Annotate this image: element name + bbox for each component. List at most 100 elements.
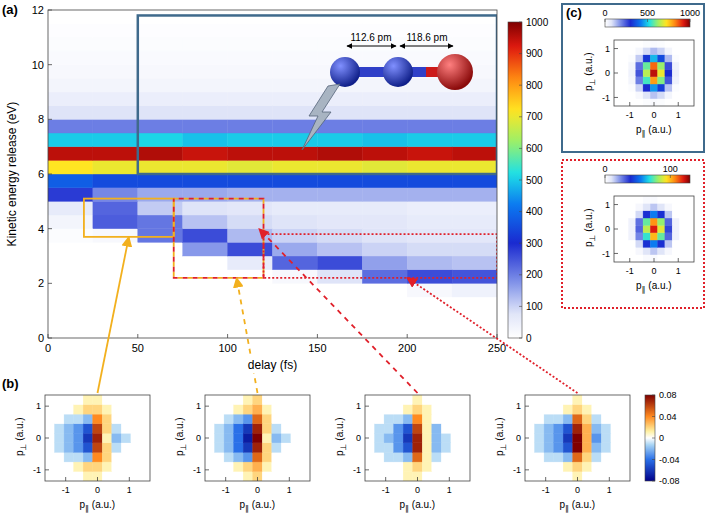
x-axis-title: p∥ (a.u.) [240, 499, 276, 513]
heat-cell [620, 462, 630, 472]
heat-cell [687, 99, 694, 106]
y-tick-label: 0 [36, 433, 41, 443]
colorbar-tick-label: 0 [602, 8, 607, 18]
heat-cell [93, 51, 138, 65]
heat-cell [83, 405, 93, 415]
heat-cell [643, 233, 650, 240]
heat-cell [121, 433, 131, 443]
heat-cell [614, 40, 621, 47]
heat-cell [243, 433, 253, 443]
heat-cell [636, 91, 643, 98]
x-tick-label: 1 [447, 485, 452, 495]
heat-cell [93, 10, 138, 24]
heat-cell [45, 443, 55, 453]
heat-cell [205, 405, 215, 415]
x-tick-label: -1 [542, 485, 550, 495]
heat-cell [138, 10, 183, 24]
heat-cell [55, 443, 65, 453]
x-tick [227, 334, 228, 338]
heat-cell [592, 424, 602, 434]
heat-cell [643, 91, 650, 98]
y-tick-label: -1 [602, 249, 610, 259]
heat-cell [138, 147, 183, 161]
heat-cell [273, 147, 318, 161]
heat-cell [620, 424, 630, 434]
heat-cell [362, 324, 407, 338]
heat-cell [317, 160, 362, 174]
colorbar-tick-label: 0 [602, 164, 607, 174]
heat-cell [621, 240, 628, 247]
x-tick-label: 100 [218, 342, 236, 354]
heat-cell [601, 462, 611, 472]
heat-cell [300, 433, 310, 443]
heat-cell [365, 424, 375, 434]
heat-cell [407, 133, 452, 147]
heat-cell [93, 147, 138, 161]
heat-cell [273, 160, 318, 174]
heat-cell [83, 452, 93, 462]
heat-cell [394, 433, 404, 443]
heat-cell [636, 55, 643, 62]
heat-cell [665, 69, 672, 76]
heat-cell [687, 240, 694, 247]
heat-cell [451, 471, 461, 481]
heat-cell [614, 196, 621, 203]
heat-cell [650, 77, 657, 84]
heat-cell [679, 69, 686, 76]
heat-cell [535, 443, 545, 453]
heat-cell [64, 424, 74, 434]
heat-cell [281, 471, 291, 481]
bond-arrow [400, 46, 453, 47]
heat-cell [629, 84, 636, 91]
heat-cell [614, 218, 621, 225]
heat-cell [273, 229, 318, 243]
heat-cell [384, 395, 394, 405]
heat-cell [102, 405, 112, 415]
x-tick-label: 1 [287, 485, 292, 495]
y-tick [614, 48, 618, 49]
plot-frame [614, 196, 694, 262]
colorbar-tick-label: 1000 [526, 17, 549, 28]
heat-cell [384, 452, 394, 462]
heat-cell [592, 471, 602, 481]
y-tick-label: 6 [38, 168, 44, 180]
heat-cell [460, 405, 470, 415]
heat-cell [112, 462, 122, 472]
heat-cell [592, 395, 602, 405]
y-tick-label: -1 [353, 465, 361, 475]
colorbar [508, 22, 522, 338]
heat-cell [300, 424, 310, 434]
heat-cell [422, 405, 432, 415]
heat-cell [253, 414, 263, 424]
heat-cell [658, 247, 665, 254]
panel-label: (b) [2, 376, 19, 391]
heat-cell [234, 414, 244, 424]
heat-cell [362, 147, 407, 161]
heat-cell [611, 433, 621, 443]
heat-cell [102, 433, 112, 443]
heat-cell [687, 55, 694, 62]
heat-cell [205, 395, 215, 405]
heat-cell [228, 270, 273, 284]
heat-cell [48, 24, 93, 38]
heat-cell [672, 255, 679, 262]
heat-cell [183, 311, 228, 325]
heat-cell [183, 297, 228, 311]
heat-cell [45, 424, 55, 434]
heat-cell [228, 133, 273, 147]
heat-cell [215, 395, 225, 405]
plot-frame [45, 395, 150, 481]
heat-cell [262, 462, 272, 472]
heat-cell [441, 405, 451, 415]
x-axis-title: p∥ (a.u.) [560, 499, 596, 513]
heat-cell [525, 471, 535, 481]
heat-cell [205, 424, 215, 434]
heat-cell [48, 133, 93, 147]
x-axis-title: delay (fs) [248, 358, 297, 372]
heat-cell [403, 471, 413, 481]
heat-cell [614, 91, 621, 98]
heat-cell [131, 395, 141, 405]
heat-cell [215, 414, 225, 424]
colorbar-tick-label: 0 [659, 433, 664, 443]
heat-cell [215, 443, 225, 453]
